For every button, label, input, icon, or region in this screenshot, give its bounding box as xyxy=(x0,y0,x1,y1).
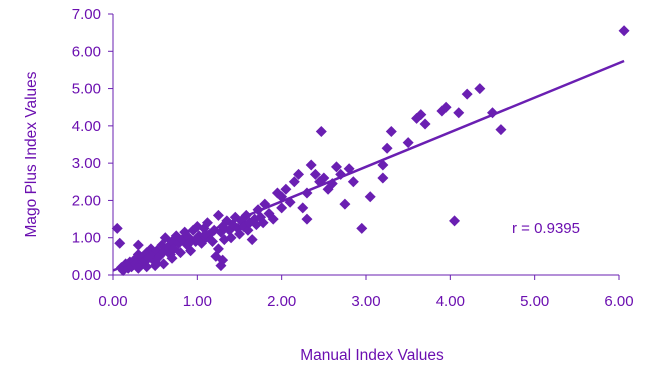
data-point xyxy=(276,191,288,203)
data-point xyxy=(267,213,279,225)
correlation-annotation: r = 0.9395 xyxy=(512,220,580,237)
y-tick-label: 2.00 xyxy=(72,192,101,209)
data-point xyxy=(183,237,195,249)
y-tick-label: 6.00 xyxy=(72,43,101,60)
data-point xyxy=(402,137,414,149)
data-point xyxy=(257,217,269,229)
data-point xyxy=(280,183,292,195)
data-point xyxy=(149,260,161,272)
data-point xyxy=(114,237,126,249)
data-point xyxy=(301,213,313,225)
data-point xyxy=(347,176,359,188)
data-point xyxy=(315,125,327,137)
data-point xyxy=(335,168,347,180)
data-point xyxy=(141,261,153,273)
data-point xyxy=(234,228,245,240)
data-point xyxy=(381,142,393,154)
data-point xyxy=(212,243,224,255)
data-point xyxy=(385,125,397,137)
data-point xyxy=(158,258,170,270)
x-axis-title: Manual Index Values xyxy=(300,347,444,364)
y-tick-label: 0.00 xyxy=(72,267,101,284)
y-axis-title: Mago Plus Index Values xyxy=(23,71,40,237)
y-tick-label: 1.00 xyxy=(72,230,101,247)
data-point xyxy=(259,198,271,210)
data-point xyxy=(297,202,309,214)
data-point xyxy=(185,245,197,257)
data-point xyxy=(174,247,186,259)
data-point xyxy=(487,107,498,119)
x-tick-label: 2.00 xyxy=(267,293,296,310)
data-point xyxy=(415,109,427,121)
data-point xyxy=(166,252,178,264)
data-point xyxy=(242,224,254,236)
data-point xyxy=(288,176,300,188)
data-point xyxy=(200,228,212,240)
data-point xyxy=(276,202,288,214)
data-point xyxy=(215,260,227,272)
data-point xyxy=(339,198,351,210)
data-point xyxy=(191,234,203,246)
data-point xyxy=(318,172,330,184)
x-tick-label: 3.00 xyxy=(351,293,380,310)
data-point xyxy=(207,235,219,247)
data-point xyxy=(343,163,355,175)
y-tick-label: 3.00 xyxy=(72,155,101,172)
data-point xyxy=(440,101,452,113)
data-point xyxy=(326,178,338,190)
data-point xyxy=(377,172,389,184)
data-point xyxy=(225,232,237,244)
data-point xyxy=(419,118,431,130)
data-point xyxy=(284,196,296,208)
data-point xyxy=(474,83,486,95)
y-tick-label: 4.00 xyxy=(72,118,101,135)
data-point xyxy=(377,159,389,171)
data-point xyxy=(309,168,321,180)
data-point xyxy=(453,107,465,119)
x-tick-label: 0.00 xyxy=(98,293,127,310)
x-tick-label: 4.00 xyxy=(436,293,465,310)
data-point xyxy=(246,234,258,246)
x-tick-label: 5.00 xyxy=(520,293,549,310)
data-point xyxy=(618,25,630,37)
data-point xyxy=(461,88,473,100)
data-point xyxy=(449,215,461,227)
y-tick-label: 5.00 xyxy=(72,81,101,98)
data-point xyxy=(301,187,313,199)
data-point xyxy=(330,161,342,173)
data-point xyxy=(132,262,144,274)
data-point xyxy=(212,209,224,221)
data-point xyxy=(356,222,368,234)
data-point xyxy=(293,168,305,180)
data-point xyxy=(111,222,123,234)
data-point xyxy=(201,217,213,229)
data-point xyxy=(305,159,317,171)
data-point xyxy=(132,239,144,251)
y-tick-label: 7.00 xyxy=(72,6,101,23)
x-tick-label: 6.00 xyxy=(604,293,633,310)
plot-area: 0.00 1.00 2.00 3.00 4.00 5.00 6.00 7.00 0.00 1.00… xyxy=(72,6,634,310)
x-tick-label: 1.00 xyxy=(183,293,212,310)
data-point xyxy=(364,191,376,203)
data-point xyxy=(495,124,507,136)
